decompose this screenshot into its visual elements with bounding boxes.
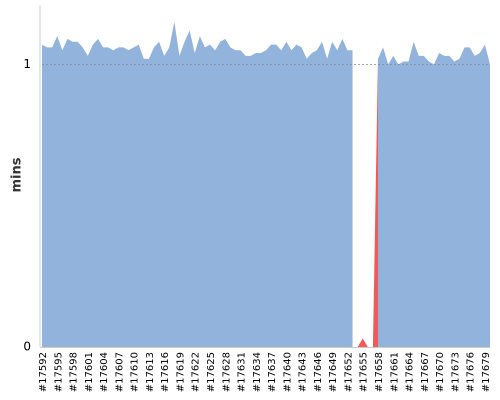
x-tick-label: #17625 bbox=[206, 352, 217, 392]
x-tick-label: #17679 bbox=[481, 352, 492, 392]
x-tick-label: #17631 bbox=[237, 352, 248, 392]
x-tick-label: #17598 bbox=[69, 352, 80, 392]
x-tick-label: #17622 bbox=[191, 352, 202, 392]
y-axis-label: mins bbox=[10, 157, 25, 192]
x-tick-label: #17613 bbox=[145, 352, 156, 392]
x-tick-label: #17619 bbox=[175, 352, 186, 392]
x-tick-label: #17634 bbox=[252, 352, 263, 392]
y-tick-label: 1 bbox=[23, 57, 31, 71]
x-tick-label: #17628 bbox=[221, 352, 232, 392]
x-tick-label: #17664 bbox=[405, 352, 416, 392]
x-tick-label: #17655 bbox=[359, 352, 370, 392]
x-tick-label: #17673 bbox=[450, 352, 461, 392]
x-tick-label: #17610 bbox=[130, 352, 141, 392]
x-tick-label: #17604 bbox=[99, 352, 110, 392]
x-tick-label: #17595 bbox=[53, 352, 64, 392]
x-tick-label: #17649 bbox=[328, 352, 339, 392]
x-tick-label: #17661 bbox=[389, 352, 400, 392]
x-tick-label: #17667 bbox=[420, 352, 431, 392]
x-tick-label: #17640 bbox=[282, 352, 293, 392]
x-tick-label: #17652 bbox=[343, 352, 354, 392]
x-tick-label: #17607 bbox=[114, 352, 125, 392]
x-tick-label: #17592 bbox=[38, 352, 49, 392]
x-tick-label: #17646 bbox=[313, 352, 324, 392]
y-tick-label: 0 bbox=[23, 340, 31, 354]
x-tick-label: #17676 bbox=[466, 352, 477, 392]
area bbox=[42, 21, 490, 347]
area bbox=[357, 58, 378, 347]
x-tick-label: #17616 bbox=[160, 352, 171, 392]
x-tick-label: #17637 bbox=[267, 352, 278, 392]
x-tick-label: #17643 bbox=[298, 352, 309, 392]
x-tick-label: #17658 bbox=[374, 352, 385, 392]
x-tick-label: #17670 bbox=[435, 352, 446, 392]
x-tick-label: #17601 bbox=[84, 352, 95, 392]
